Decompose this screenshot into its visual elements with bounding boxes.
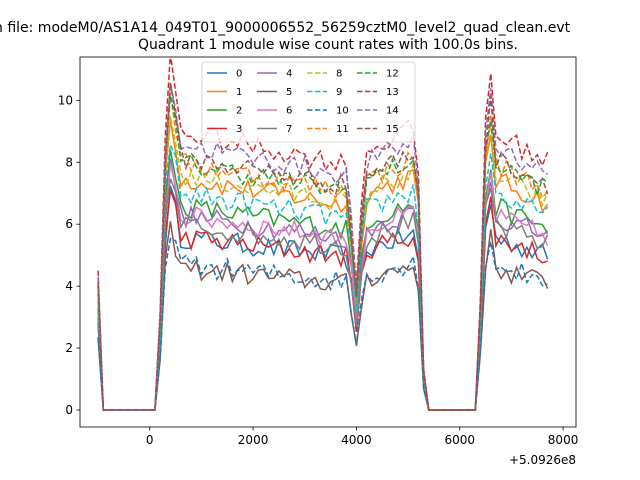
legend-label-8: 8 bbox=[336, 69, 342, 80]
figure-suptitle: n file: modeM0/AS1A14_049T01_9000006552_… bbox=[0, 20, 571, 36]
x-tick-label: 6000 bbox=[444, 433, 475, 447]
legend-label-10: 10 bbox=[336, 106, 349, 117]
legend-label-6: 6 bbox=[286, 106, 292, 117]
x-tick-label: 4000 bbox=[341, 433, 372, 447]
series-line-12 bbox=[97, 96, 549, 411]
x-tick-label: 2000 bbox=[238, 433, 269, 447]
legend-label-7: 7 bbox=[286, 124, 292, 135]
legend-label-4: 4 bbox=[286, 69, 292, 80]
legend-label-12: 12 bbox=[386, 69, 399, 80]
y-tick-label: 8 bbox=[65, 155, 73, 169]
legend-label-2: 2 bbox=[236, 106, 242, 117]
y-tick-label: 6 bbox=[65, 217, 73, 231]
legend-label-3: 3 bbox=[236, 124, 242, 135]
legend-label-5: 5 bbox=[286, 87, 292, 98]
legend-label-15: 15 bbox=[386, 124, 399, 135]
legend-label-0: 0 bbox=[236, 69, 242, 80]
series-line-15 bbox=[97, 82, 549, 411]
legend-label-1: 1 bbox=[236, 87, 242, 98]
series-line-10 bbox=[97, 237, 548, 411]
x-tick-label: 8000 bbox=[548, 433, 579, 447]
x-tick-label: 0 bbox=[146, 433, 154, 447]
legend-label-14: 14 bbox=[386, 106, 399, 117]
y-tick-label: 10 bbox=[58, 93, 73, 107]
legend-label-9: 9 bbox=[336, 87, 342, 98]
axes-frame bbox=[79, 56, 577, 428]
legend-label-11: 11 bbox=[336, 124, 349, 135]
y-tick-label: 4 bbox=[65, 279, 73, 293]
y-tick-label: 2 bbox=[65, 341, 73, 355]
legend-box bbox=[201, 61, 416, 143]
series-layer bbox=[97, 57, 549, 411]
y-tick-label: 0 bbox=[65, 403, 73, 417]
x-offset-label: +5.0926e8 bbox=[509, 453, 576, 467]
legend-label-13: 13 bbox=[386, 87, 399, 98]
chart-title: Quadrant 1 module wise count rates with … bbox=[138, 37, 518, 53]
series-line-13 bbox=[97, 57, 549, 411]
